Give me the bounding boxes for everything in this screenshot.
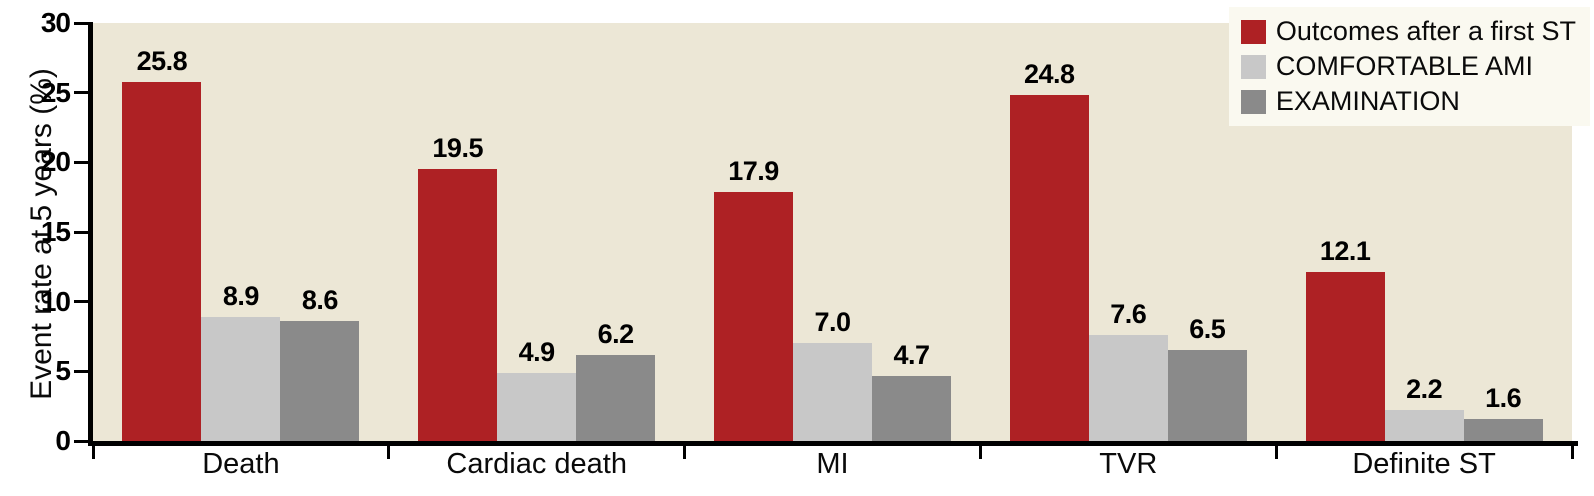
bar-death-series-1 xyxy=(201,317,281,441)
legend-item-1: COMFORTABLE AMI xyxy=(1240,51,1576,81)
y-tick xyxy=(74,369,93,373)
y-tick xyxy=(74,91,93,95)
y-tick-label: 25 xyxy=(40,76,71,108)
legend-swatch-icon xyxy=(1240,19,1266,44)
y-tick xyxy=(74,300,93,304)
y-tick-label: 30 xyxy=(40,7,71,38)
x-tick xyxy=(1274,446,1278,459)
bar-value-label: 2.2 xyxy=(1406,374,1443,405)
legend-swatch-icon xyxy=(1240,54,1266,79)
y-tick xyxy=(74,439,93,443)
bar-death-series-2 xyxy=(280,321,360,441)
bar-tvr-series-2 xyxy=(1167,350,1247,441)
bar-definite-st-series-1 xyxy=(1384,410,1464,441)
category-label-definite-st: Definite ST xyxy=(1352,448,1496,480)
bar-tvr-series-0 xyxy=(1009,95,1089,441)
bar-definite-st-series-2 xyxy=(1463,418,1543,441)
y-tick xyxy=(74,21,93,25)
y-tick-label: 5 xyxy=(55,355,71,387)
category-label-tvr: TVR xyxy=(1099,448,1158,480)
legend-label: COMFORTABLE AMI xyxy=(1275,51,1533,81)
bar-mi-series-2 xyxy=(872,375,951,441)
bar-cardiac-death-series-2 xyxy=(576,354,656,441)
y-tick xyxy=(74,160,93,164)
x-tick xyxy=(978,446,982,459)
legend-swatch-icon xyxy=(1240,89,1266,114)
y-tick-label: 20 xyxy=(40,146,71,178)
bar-definite-st-series-0 xyxy=(1305,272,1385,441)
bar-value-label: 25.8 xyxy=(136,45,188,76)
bar-value-label: 4.9 xyxy=(518,336,556,367)
x-tick xyxy=(387,446,391,459)
legend: Outcomes after a first ST COMFORTABLE AMI… xyxy=(1228,7,1590,126)
bar-value-label: 24.8 xyxy=(1024,59,1075,90)
bar-mi-series-1 xyxy=(793,343,872,441)
bar-cardiac-death-series-0 xyxy=(418,169,498,441)
y-tick xyxy=(74,230,93,234)
bar-value-label: 17.9 xyxy=(728,155,779,186)
x-tick xyxy=(683,446,687,459)
bar-mi-series-0 xyxy=(714,191,793,441)
y-tick-label: 15 xyxy=(40,216,71,247)
category-label-cardiac-death: Cardiac death xyxy=(446,448,627,480)
bar-tvr-series-1 xyxy=(1088,335,1168,441)
y-axis-line xyxy=(88,23,93,446)
bar-cardiac-death-series-1 xyxy=(497,372,577,441)
bar-value-label: 6.2 xyxy=(597,318,635,349)
legend-label: EXAMINATION xyxy=(1275,86,1460,116)
legend-item-0: Outcomes after a first ST xyxy=(1240,16,1576,46)
category-label-death: Death xyxy=(202,448,280,480)
legend-item-2: EXAMINATION xyxy=(1240,86,1576,116)
bar-value-label: 12.1 xyxy=(1319,236,1371,267)
bar-value-label: 1.6 xyxy=(1485,382,1522,413)
x-axis-line xyxy=(88,441,1578,446)
legend-label: Outcomes after a first ST xyxy=(1275,16,1576,46)
bar-value-label: 7.0 xyxy=(814,307,851,338)
bar-value-label: 6.5 xyxy=(1189,314,1226,345)
bar-value-label: 19.5 xyxy=(432,133,483,164)
y-tick-label: 10 xyxy=(40,285,71,317)
bar-value-label: 7.6 xyxy=(1110,299,1147,330)
y-tick-label: 0 xyxy=(55,425,71,456)
bar-death-series-0 xyxy=(122,81,202,441)
bar-value-label: 8.9 xyxy=(222,281,260,311)
category-label-mi: MI xyxy=(816,448,849,480)
bar-value-label: 8.6 xyxy=(301,285,339,316)
x-tick xyxy=(91,446,95,459)
x-tick xyxy=(1570,446,1574,459)
bar-value-label: 4.7 xyxy=(893,339,930,370)
